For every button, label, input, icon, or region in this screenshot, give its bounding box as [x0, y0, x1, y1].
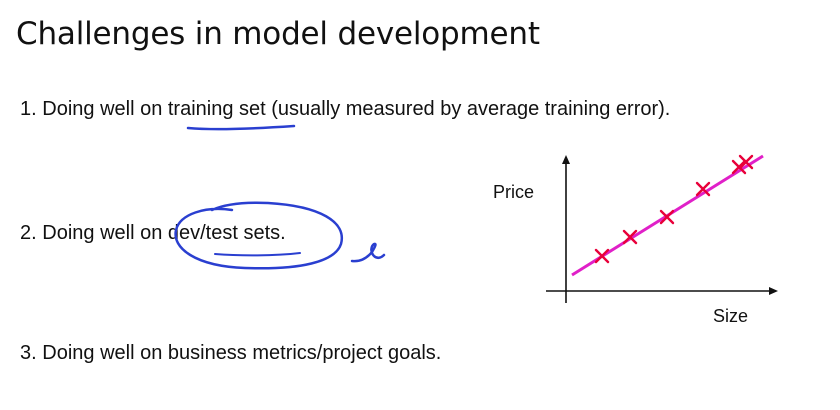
point-2: 2. Doing well on dev/test sets. — [20, 222, 286, 245]
data-markers — [594, 154, 754, 264]
point-1-text-after: (usually measured by average training er… — [265, 98, 671, 120]
point-2-emphasis: dev/test sets — [167, 222, 281, 244]
point-3-number: 3. — [20, 342, 37, 364]
point-1-emphasis: training set — [167, 98, 266, 120]
data-point-1 — [594, 248, 610, 264]
point-2-text-after: . — [280, 222, 286, 244]
y-axis-arrowhead — [562, 155, 570, 164]
dev-test-sets-underline — [214, 252, 301, 257]
slide-title: Challenges in model development — [16, 16, 540, 52]
price-size-graph — [546, 154, 778, 303]
point-3: 3. Doing well on business metrics/projec… — [20, 342, 441, 365]
data-point-5 — [731, 159, 747, 175]
pen-scribble-mark — [350, 242, 386, 263]
fit-line — [571, 154, 764, 277]
data-point-4 — [695, 181, 711, 197]
pen-annotations — [174, 124, 386, 270]
graph-y-label: Price — [493, 182, 535, 202]
point-2-text-before: Doing well on — [42, 222, 168, 244]
point-1: 1. Doing well on training set (usually m… — [20, 98, 670, 121]
point-3-text: Doing well on business metrics/project g… — [42, 342, 442, 364]
graph-x-label: Size — [713, 306, 749, 326]
point-1-text-before: Doing well on — [42, 98, 168, 120]
point-1-number: 1. — [20, 98, 37, 120]
data-point-3 — [659, 209, 675, 225]
data-point-6 — [738, 154, 754, 170]
x-axis-arrowhead — [769, 287, 778, 295]
point-2-number: 2. — [20, 222, 37, 244]
data-point-2 — [622, 229, 638, 245]
training-set-underline — [186, 124, 296, 131]
